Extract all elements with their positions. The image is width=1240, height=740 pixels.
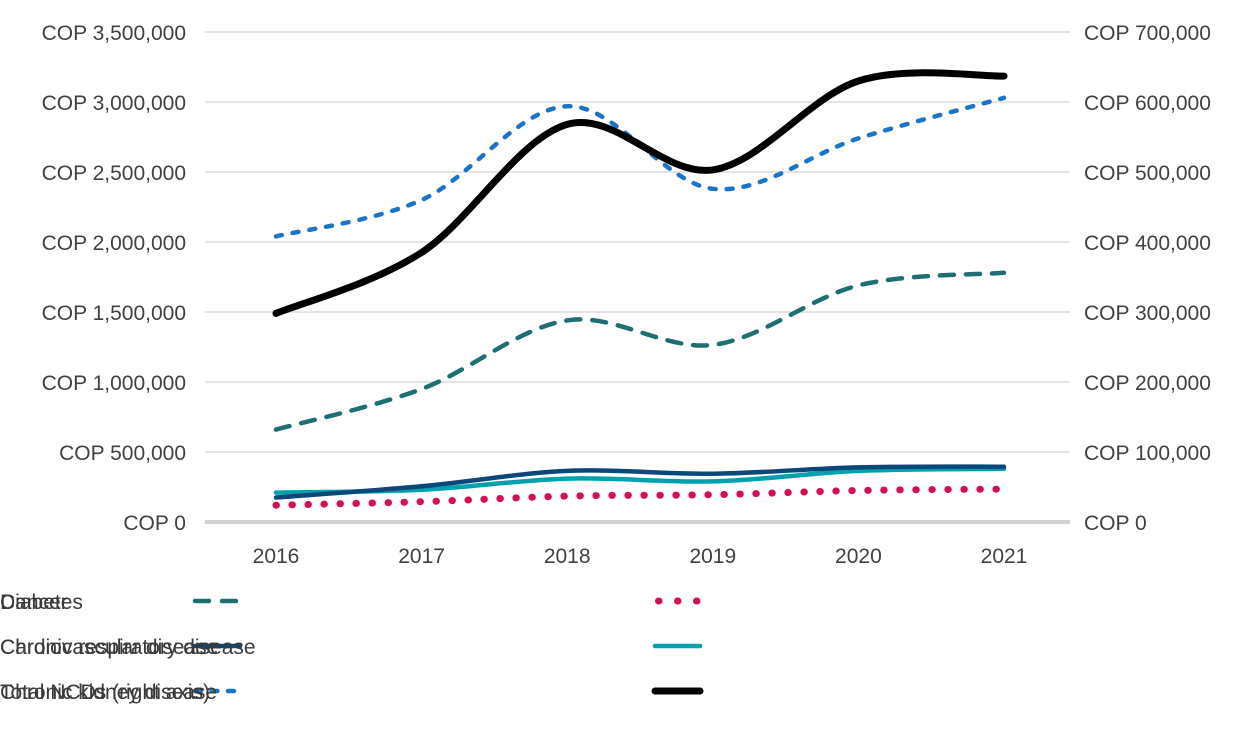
left-axis-tick-label: COP 2,500,000 xyxy=(42,162,186,185)
left-axis-tick-label: COP 500,000 xyxy=(59,442,186,465)
series-line-cardiovascular-disease xyxy=(273,464,1007,500)
legend-label-total-ncds-right-axis: Total NCDs (right axis) xyxy=(0,681,210,704)
legend-label-cardiovascular-disease: Cardiovascular disease xyxy=(0,636,218,659)
right-axis-tick-label: COP 400,000 xyxy=(1084,232,1211,255)
left-axis-tick-label: COP 3,000,000 xyxy=(42,92,186,115)
series-line-chronic-respiratory-disease xyxy=(273,466,1007,495)
left-axis-tick-label: COP 2,000,000 xyxy=(42,232,186,255)
right-axis-tick-label: COP 200,000 xyxy=(1084,372,1211,395)
x-axis-tick-label: 2018 xyxy=(544,545,591,568)
left-axis-tick-label: COP 3,500,000 xyxy=(42,22,186,45)
right-axis-tick-label: COP 700,000 xyxy=(1084,22,1211,45)
right-axis-tick-label: COP 100,000 xyxy=(1084,442,1211,465)
right-axis-tick-label: COP 300,000 xyxy=(1084,302,1211,325)
x-axis-tick-label: 2019 xyxy=(689,545,736,568)
series-line-chronic-kidney-disease xyxy=(273,95,1007,239)
x-axis-tick-label: 2020 xyxy=(835,545,882,568)
legend-label-chronic-kidney-disease: Chronic kidney disease xyxy=(0,681,217,704)
left-axis-tick-label: COP 1,500,000 xyxy=(42,302,186,325)
left-axis-tick-label: COP 0 xyxy=(123,512,186,535)
series-line-total-ncds-right-axis xyxy=(272,69,1008,317)
right-axis-tick-label: COP 600,000 xyxy=(1084,92,1211,115)
legend-label-diabetes: Diabetes xyxy=(0,591,83,614)
series-line-cancer xyxy=(273,270,1007,432)
x-axis-tick-label: 2021 xyxy=(981,545,1028,568)
legend-label-chronic-respiratory-disease: Chronic respiratory disease xyxy=(0,636,256,659)
x-axis-tick-label: 2017 xyxy=(398,545,445,568)
left-axis-tick-label: COP 1,000,000 xyxy=(42,372,186,395)
right-axis-tick-label: COP 500,000 xyxy=(1084,162,1211,185)
x-axis-tick-label: 2016 xyxy=(253,545,300,568)
legend-label-cancer: Cancer xyxy=(0,591,68,614)
right-axis-tick-label: COP 0 xyxy=(1084,512,1147,535)
series-line-diabetes xyxy=(272,485,1008,509)
